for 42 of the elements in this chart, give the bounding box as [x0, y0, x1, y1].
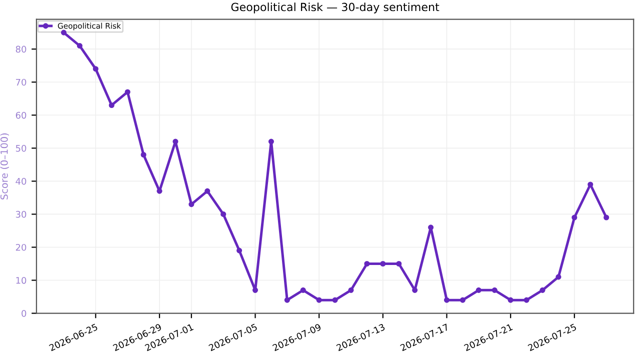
y-tick-label: 70: [16, 78, 26, 86]
point: [284, 297, 290, 303]
point: [508, 297, 514, 303]
y-tick-label: 50: [16, 144, 26, 152]
point: [396, 260, 402, 267]
point: [348, 287, 354, 293]
y-tick-label: 10: [16, 276, 26, 284]
y-tick-label: 0: [22, 310, 26, 317]
point: [572, 214, 578, 220]
point: [268, 138, 274, 144]
point: [92, 66, 98, 72]
point: [540, 287, 546, 293]
point: [332, 297, 338, 303]
point: [556, 274, 562, 280]
point: [188, 202, 194, 208]
point: [364, 260, 370, 267]
point: [252, 287, 258, 293]
y-tick-label: 30: [16, 210, 26, 218]
point: [492, 287, 498, 293]
point: [108, 102, 114, 108]
point: [476, 287, 482, 293]
chart-title: Geopolitical Risk — 30-day sentiment: [231, 2, 440, 14]
point: [380, 260, 386, 267]
y-tick-label: 20: [16, 244, 26, 251]
point: [300, 287, 306, 293]
point: [220, 211, 226, 217]
point: [444, 297, 450, 303]
point: [140, 152, 146, 158]
point: [124, 89, 130, 95]
point: [588, 182, 594, 188]
point: [236, 248, 242, 254]
y-tick-label: 80: [16, 46, 26, 53]
point: [204, 188, 210, 194]
point: [604, 214, 610, 220]
y-axis-title: Score (0–100): [0, 133, 9, 200]
point: [76, 43, 82, 49]
y-tick-label: 60: [16, 112, 26, 119]
point: [316, 297, 322, 303]
point: [460, 297, 466, 303]
point: [172, 138, 178, 144]
y-tick-label: 40: [16, 178, 26, 185]
point: [524, 297, 530, 303]
